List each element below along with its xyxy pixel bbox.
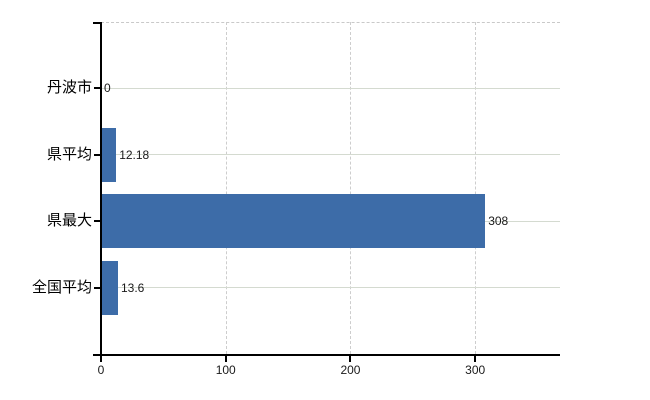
plot-area: [101, 22, 560, 354]
bar-value-label: 12.18: [119, 147, 150, 162]
x-axis-tick: [474, 354, 477, 362]
x-axis-tick-label: 200: [340, 363, 361, 377]
y-axis-line: [100, 22, 102, 354]
x-axis-line: [93, 354, 560, 356]
bar: [101, 194, 486, 249]
x-axis-tick: [224, 354, 227, 362]
y-axis-category-label: 丹波市: [46, 79, 92, 97]
y-axis-tick: [94, 286, 101, 289]
y-axis-tick: [94, 220, 101, 223]
y-axis-tick: [94, 87, 101, 90]
bar-value-label: 308: [488, 214, 509, 229]
vertical-gridline: [350, 22, 352, 354]
bar: [101, 260, 118, 315]
y-axis-top-tick: [93, 22, 101, 24]
y-axis-category-label: 県平均: [46, 145, 92, 163]
y-axis-category-label: 全国平均: [31, 278, 92, 296]
y-axis-category-label: 県最大: [46, 212, 92, 230]
bar: [101, 127, 117, 182]
vertical-gridline: [475, 22, 477, 354]
x-axis-tick-label: 300: [465, 363, 486, 377]
horizontal-gridline: [101, 154, 560, 156]
vertical-gridline: [225, 22, 227, 354]
x-axis-tick: [100, 354, 102, 362]
y-axis-tick: [94, 153, 101, 156]
bar-value-label: 0: [104, 81, 111, 96]
x-axis-tick-label: 100: [215, 363, 236, 377]
horizontal-gridline: [101, 287, 560, 289]
bar-value-label: 13.6: [121, 280, 145, 295]
x-axis-tick-label: 0: [97, 363, 105, 377]
horizontal-gridline: [101, 87, 560, 89]
x-axis-tick: [349, 354, 352, 362]
